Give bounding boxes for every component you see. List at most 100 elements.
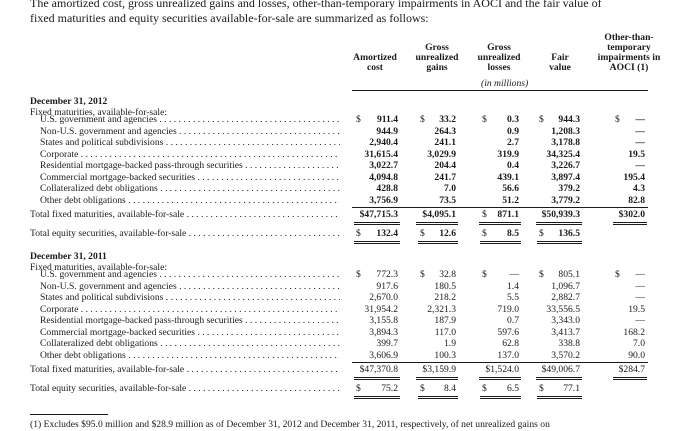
row-label-text: Non-U.S. government and agencies	[40, 280, 177, 292]
table-row: States and political subdivisions 2,670.0…	[0, 292, 695, 304]
cost-value: 3,606.9	[369, 349, 398, 361]
row-label-text: Collateralized debt obligations	[40, 183, 158, 194]
unit-label: (in millions)	[481, 78, 529, 89]
otti-value: —	[635, 125, 645, 137]
double-rule	[479, 224, 521, 225]
cost-value: 3,756.9	[369, 194, 398, 206]
gains-value: 7.0	[444, 183, 456, 194]
fair-value: 379.2	[558, 183, 580, 194]
row-label: Corporate	[40, 149, 340, 161]
row-label: Other debt obligations	[40, 195, 340, 207]
dollar-sign: $	[482, 209, 487, 220]
header-amortized-cost-line: cost	[367, 62, 383, 73]
otti-value: $284.7	[618, 364, 645, 375]
otti-value: 19.5	[628, 303, 645, 315]
otti-value: 90.0	[628, 349, 645, 361]
double-rule	[354, 241, 400, 242]
cost-value: 917.6	[376, 280, 398, 292]
fair-value: 33,556.5	[546, 303, 580, 315]
table-row: Other debt obligations 3,606.9 100.3 137.0 3…	[0, 350, 695, 362]
header-gross-unrealized-losses-line: unrealized	[477, 52, 521, 63]
fair-value: 77.1	[563, 383, 580, 394]
otti-value: $302.0	[618, 209, 645, 220]
section-subheading: Fixed maturities, available-for-sale:	[30, 262, 168, 273]
losses-value: 8.5	[507, 228, 519, 239]
header-otti-in-aoci: Other-than-temporary impairments in AOCI (…	[593, 33, 665, 73]
row-label: U.S. government and agencies	[40, 114, 340, 126]
header-amortized-cost-line: Amortized	[353, 52, 397, 63]
otti-value: —	[635, 137, 645, 148]
row-label: Commercial mortgage-backed securities	[40, 327, 340, 339]
fair-value: 3,779.2	[551, 194, 580, 206]
row-label-text: Total fixed maturities, available-for-sa…	[30, 209, 185, 220]
double-rule	[416, 222, 458, 223]
gains-value: 187.9	[434, 315, 456, 326]
table-row: U.S. government and agencies $772.3 $32.8 $…	[0, 269, 695, 281]
row-label-text: Residential mortgage-backed pass-through…	[40, 315, 243, 326]
gains-value: 241.1	[434, 137, 456, 148]
row-label-text: Residential mortgage-backed pass-through…	[40, 160, 243, 171]
double-rule	[536, 379, 582, 380]
gains-value: $3,159.9	[422, 364, 456, 375]
row-label: Total fixed maturities, available-for-sa…	[30, 364, 340, 376]
cost-value: $47,715.3	[359, 209, 398, 220]
otti-value: 82.8	[628, 194, 645, 206]
table-row: Other debt obligations 3,756.9 73.5 51.2 3,7…	[0, 195, 695, 207]
double-rule	[613, 222, 647, 223]
double-rule	[418, 243, 458, 244]
header-otti-in-aoci-line: impairments in	[597, 52, 661, 63]
fair-value: 3,897.4	[551, 171, 580, 183]
fair-value: 1,096.7	[551, 280, 580, 292]
row-label: Non-U.S. government and agencies	[40, 281, 340, 293]
header-otti-in-aoci-line: temporary	[607, 42, 651, 53]
losses-value: 62.8	[502, 338, 519, 349]
dollar-sign: $	[356, 269, 361, 280]
row-label: Other debt obligations	[40, 350, 340, 362]
fair-value: 1,208.3	[551, 125, 580, 137]
cost-value: 132.4	[376, 228, 398, 239]
total-equity-row: Total equity securities, available-for-s…	[0, 228, 695, 240]
dollar-sign: $	[420, 269, 425, 280]
header-gross-unrealized-gains-line: Gross	[425, 42, 449, 53]
gains-value: 1.9	[444, 338, 456, 349]
header-gross-unrealized-gains: Gross unrealized gains	[408, 43, 466, 73]
losses-value: 56.6	[502, 183, 519, 194]
cost-value: 75.2	[381, 383, 398, 394]
double-rule	[354, 222, 400, 223]
cost-value: 3,894.3	[369, 326, 398, 338]
table-row: Corporate 31,615.4 3,029.9 319.9 34,325.4 19.…	[0, 149, 695, 161]
cost-value: 4,094.8	[369, 171, 398, 183]
cost-value: 911.4	[376, 114, 398, 125]
row-label-text: U.S. government and agencies	[40, 114, 157, 125]
dollar-sign: $	[482, 269, 487, 280]
row-label-text: States and political subdivisions	[40, 137, 164, 148]
row-label-text: Collateralized debt obligations	[40, 338, 158, 349]
header-fair-value: Fair value	[536, 53, 584, 73]
cost-value: 3,022.7	[369, 160, 398, 171]
header-gross-unrealized-losses-line: Gross	[487, 42, 511, 53]
row-label: Residential mortgage-backed pass-through…	[40, 160, 340, 172]
gains-value: 100.3	[434, 349, 456, 361]
dollar-sign: $	[356, 383, 361, 394]
otti-value: 4.3	[633, 183, 645, 194]
double-rule	[479, 222, 521, 223]
table-row: Commercial mortgage-backed securities 4,0…	[0, 172, 695, 184]
double-rule	[416, 379, 458, 380]
fair-value: 338.8	[558, 338, 580, 349]
double-rule	[354, 377, 400, 378]
otti-value: 19.5	[628, 148, 645, 160]
row-label-text: Corporate	[40, 148, 79, 160]
double-rule	[536, 224, 582, 225]
row-label: Collateralized debt obligations	[40, 183, 340, 195]
gains-value: 73.5	[439, 194, 456, 206]
losses-value: —	[509, 269, 519, 280]
row-label-text: Total equity securities, available-for-s…	[30, 228, 187, 239]
dollar-sign: $	[539, 114, 544, 125]
double-rule	[480, 243, 521, 244]
fair-value: 805.1	[558, 269, 580, 280]
gains-value: 2,321.3	[427, 303, 456, 315]
header-fair-value-line: value	[549, 62, 571, 73]
double-rule	[418, 398, 458, 399]
losses-value: 1.4	[507, 280, 519, 292]
fair-value: 3,570.2	[551, 349, 580, 361]
